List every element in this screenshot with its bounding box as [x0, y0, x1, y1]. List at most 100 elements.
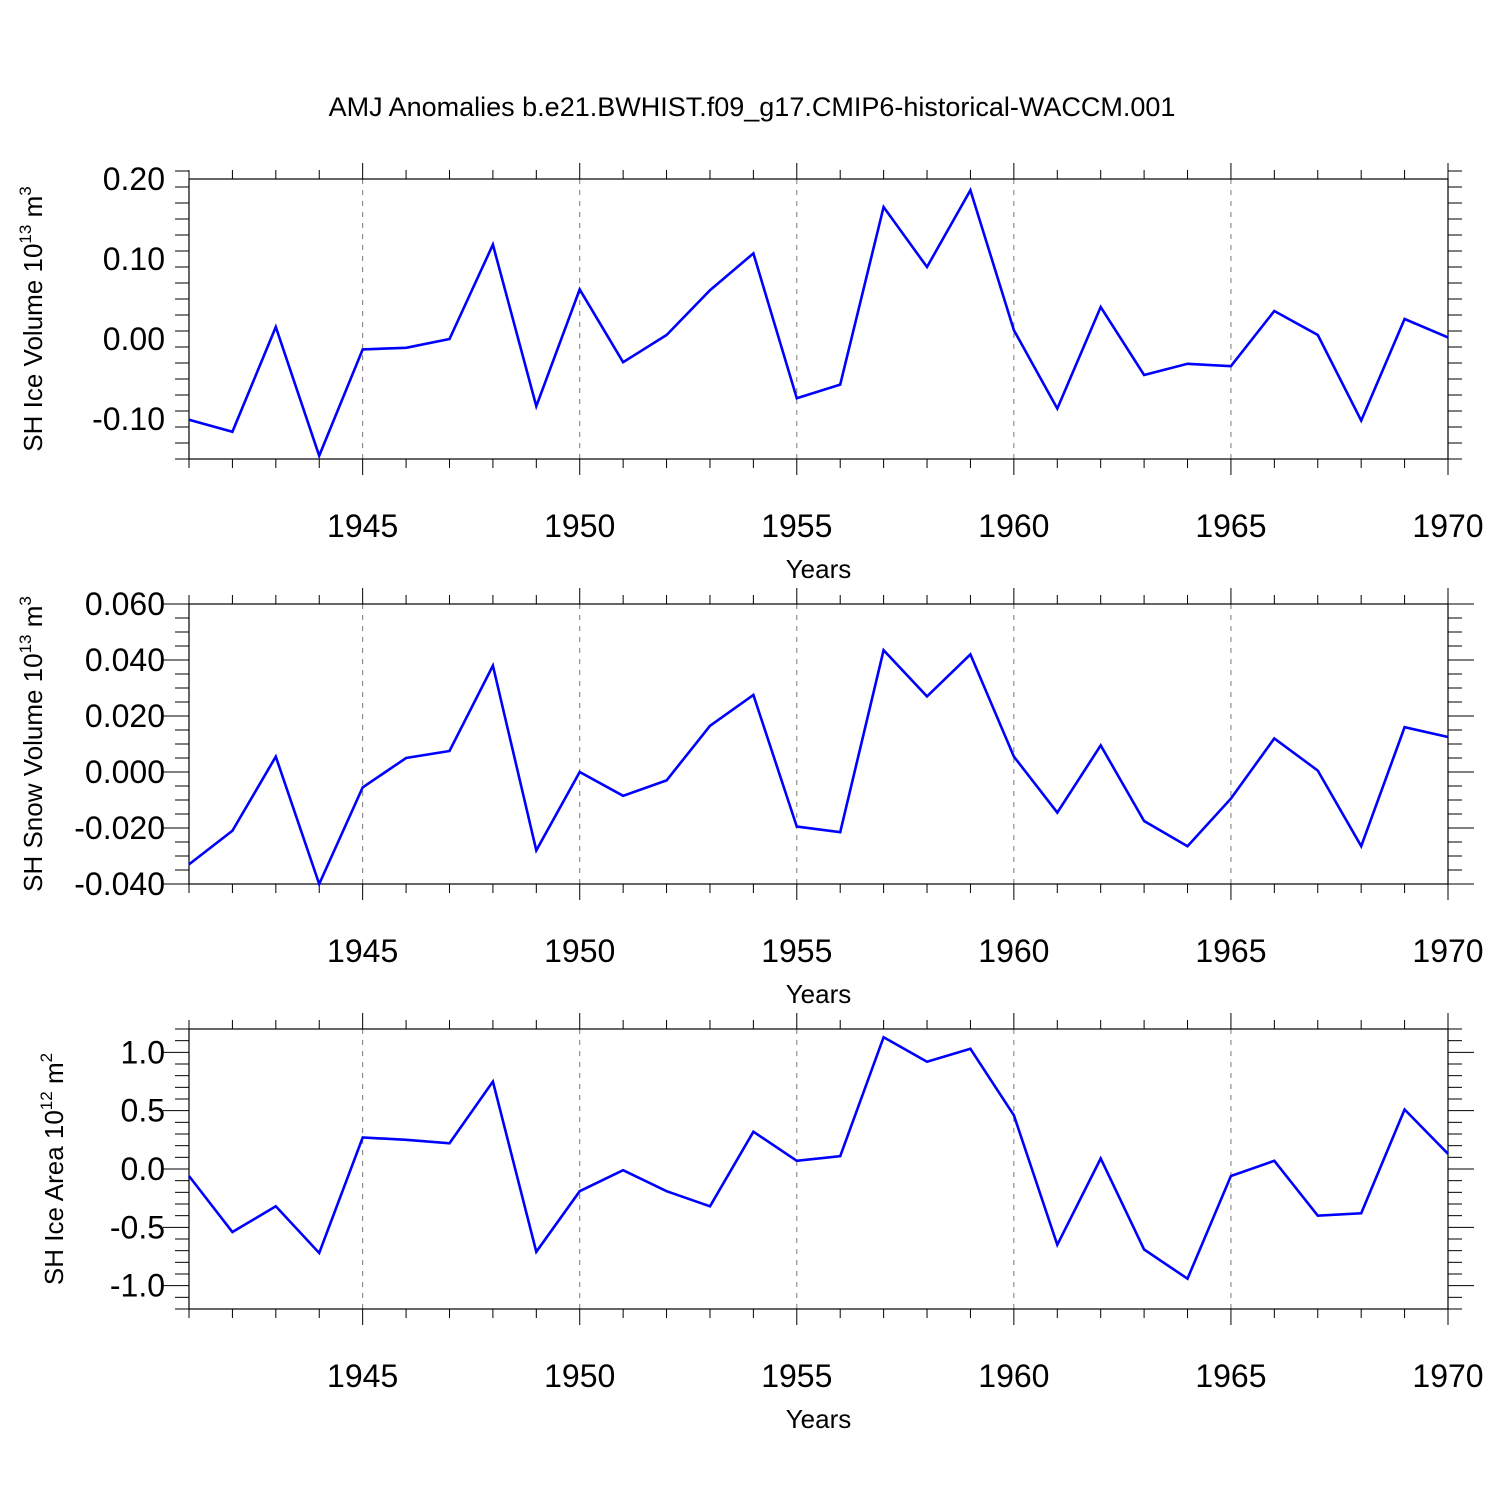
data-point: [1229, 797, 1233, 801]
y-axis-title: SH Ice Area 1012 m2: [37, 1053, 69, 1285]
data-point: [708, 724, 712, 728]
panels: -0.10 0.00 0.10 0.20 1945 1950 1955 1960 1965 197…: [16, 161, 1484, 1434]
x-tick-label: 1970: [1412, 1358, 1483, 1394]
data-point: [1142, 819, 1146, 823]
data-point: [1186, 844, 1190, 848]
data-point: [1055, 811, 1059, 815]
plot-frame: [188, 178, 1449, 460]
x-tick-label: 1955: [761, 1358, 832, 1394]
data-point: [1142, 373, 1146, 377]
x-tick-label: 1965: [1195, 508, 1266, 544]
data-point: [1055, 407, 1059, 411]
data-point: [1316, 769, 1320, 773]
y-tick-label: 0.10: [103, 241, 165, 277]
data-point: [187, 862, 191, 866]
y-tick-label: 0.040: [85, 642, 165, 678]
data-point: [1316, 333, 1320, 337]
data-point: [1099, 305, 1103, 309]
data-point: [882, 648, 886, 652]
data-point: [925, 1060, 929, 1064]
y-tick-label: -0.10: [92, 401, 165, 437]
data-point: [1012, 1113, 1016, 1117]
data-point: [1099, 743, 1103, 747]
data-point: [665, 1189, 669, 1193]
y-tick-label: 0.000: [85, 754, 165, 790]
x-tick-label: 1945: [327, 508, 398, 544]
x-tick-label: 1945: [327, 933, 398, 969]
data-point: [534, 848, 538, 852]
x-tick-label: 1965: [1195, 933, 1266, 969]
data-point: [1012, 328, 1016, 332]
data-point: [621, 1168, 625, 1172]
x-tick-label: 1960: [978, 1358, 1049, 1394]
data-point: [1229, 1174, 1233, 1178]
data-point: [404, 346, 408, 350]
data-point: [1186, 1277, 1190, 1281]
data-point: [1359, 844, 1363, 848]
y-tick-label: -0.5: [110, 1209, 165, 1245]
x-tick-label: 1960: [978, 933, 1049, 969]
data-point: [795, 825, 799, 829]
plot-frame: [188, 1028, 1449, 1310]
data-point: [578, 770, 582, 774]
data-point: [317, 454, 321, 458]
data-point: [751, 251, 755, 255]
y-tick-label: -0.020: [74, 810, 165, 846]
y-tick-label: 1.0: [121, 1034, 165, 1070]
x-tick-label: 1950: [544, 1358, 615, 1394]
x-axis-title: Years: [786, 979, 852, 1009]
data-point: [1403, 1108, 1407, 1112]
data-point: [968, 188, 972, 192]
data-point: [621, 360, 625, 364]
chart-panel-1: -0.10 0.00 0.10 0.20 1945 1950 1955 1960 1965 197…: [16, 161, 1484, 584]
data-point: [925, 265, 929, 269]
chart-panel-2: -0.040 -0.020 0.000 0.020 0.040 0.060 1945 1950…: [16, 586, 1484, 1009]
data-point: [708, 1204, 712, 1208]
y-tick-label: 0.020: [85, 698, 165, 734]
plot-frame: [188, 603, 1449, 885]
data-point: [1272, 1159, 1276, 1163]
data-point: [1186, 362, 1190, 366]
data-point: [1446, 1152, 1450, 1156]
y-axis-title: SH Snow Volume 1013 m3: [16, 596, 48, 892]
data-point: [230, 829, 234, 833]
data-point: [534, 404, 538, 408]
x-tick-label: 1970: [1412, 508, 1483, 544]
y-tick-label: -0.040: [74, 866, 165, 902]
data-point: [534, 1250, 538, 1254]
data-point: [1229, 364, 1233, 368]
y-axis-title: SH Ice Volume 1013 m3: [16, 186, 48, 451]
data-point: [491, 1080, 495, 1084]
data-point: [317, 1251, 321, 1255]
data-point: [968, 652, 972, 656]
data-point: [1359, 419, 1363, 423]
data-point: [274, 1204, 278, 1208]
x-tick-label: 1950: [544, 508, 615, 544]
data-point: [1055, 1243, 1059, 1247]
data-point: [708, 288, 712, 292]
data-point: [621, 794, 625, 798]
data-point: [795, 396, 799, 400]
data-point: [1403, 725, 1407, 729]
x-tick-label: 1945: [327, 1358, 398, 1394]
x-tick-label: 1960: [978, 508, 1049, 544]
data-point: [404, 1138, 408, 1142]
data-point: [1446, 735, 1450, 739]
data-point: [751, 693, 755, 697]
y-tick-label: 0.0: [121, 1151, 165, 1187]
data-point: [1446, 335, 1450, 339]
chart-panel-3: -1.0 -0.5 0.0 0.5 1.0 1945 1950 1955 1960 1965 197…: [37, 1013, 1484, 1434]
data-point: [882, 205, 886, 209]
data-point: [838, 830, 842, 834]
data-point: [447, 749, 451, 753]
x-axis-title: Years: [786, 554, 852, 584]
y-tick-label: -1.0: [110, 1268, 165, 1304]
x-tick-label: 1955: [761, 933, 832, 969]
x-tick-label: 1970: [1412, 933, 1483, 969]
data-point: [404, 756, 408, 760]
x-tick-label: 1965: [1195, 1358, 1266, 1394]
data-point: [274, 755, 278, 759]
series-line: [188, 186, 1449, 460]
